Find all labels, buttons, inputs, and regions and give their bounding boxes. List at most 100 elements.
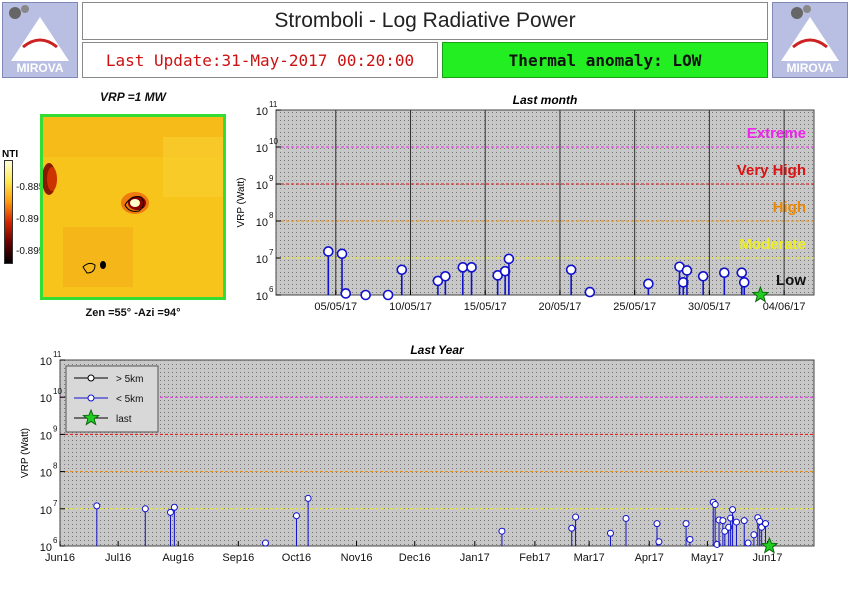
page-title: Stromboli - Log Radiative Power <box>82 2 768 40</box>
volcano-logo-icon <box>781 5 839 61</box>
x-tick-label: Jul16 <box>105 552 131 564</box>
data-point <box>643 278 654 290</box>
logo-text: MIROVA <box>786 61 834 75</box>
colorbar-tick: -0.895 <box>16 246 45 257</box>
y-tick-base: 10 <box>40 468 52 480</box>
y-tick-exponent: 7 <box>269 248 274 257</box>
x-tick-label: Jan17 <box>460 552 490 564</box>
y-tick-base: 10 <box>256 180 268 192</box>
y-tick-exponent: 6 <box>53 536 58 545</box>
data-point <box>568 524 576 532</box>
y-tick-exponent: 11 <box>269 100 278 109</box>
plot-texture <box>60 360 814 546</box>
data-point <box>674 261 685 273</box>
x-tick-label: 25/05/17 <box>613 301 656 313</box>
legend-label: > 5km <box>116 374 144 385</box>
x-tick-label: Mar17 <box>574 552 605 564</box>
level-label: Extreme <box>747 125 806 142</box>
data-point <box>440 271 451 282</box>
data-point <box>744 539 752 547</box>
plot-area <box>59 359 815 547</box>
legend-marker <box>87 394 95 402</box>
y-tick-base: 10 <box>256 254 268 266</box>
data-point <box>323 246 334 257</box>
data-point <box>756 517 764 525</box>
y-tick-exponent: 8 <box>269 211 274 220</box>
thermal-map-image <box>40 114 226 300</box>
data-point <box>686 535 694 543</box>
data-point <box>655 538 663 546</box>
data-point <box>141 505 149 513</box>
view-angle-caption: Zen =55° -Azi =94° <box>85 307 181 319</box>
level-label: Moderate <box>739 236 806 253</box>
mirova-logo-right: MIROVA <box>772 2 848 78</box>
y-tick-base: 10 <box>256 143 268 155</box>
data-point <box>754 514 762 522</box>
data-point <box>304 494 312 502</box>
data-point <box>736 267 748 279</box>
y-tick-exponent: 7 <box>53 499 58 508</box>
y-tick-base: 10 <box>40 430 52 442</box>
last-point-star <box>760 536 779 554</box>
data-point <box>166 508 174 516</box>
last-point-star <box>751 285 770 303</box>
legend-marker <box>87 374 95 382</box>
chart-title: Last Year <box>410 343 465 357</box>
x-tick-label: Apr17 <box>635 552 664 564</box>
y-tick-exponent: 8 <box>53 462 58 471</box>
chart-title: Last month <box>513 93 578 107</box>
data-point <box>677 277 689 288</box>
x-tick-label: Nov16 <box>341 552 373 564</box>
x-tick-label: May17 <box>691 552 724 564</box>
data-point <box>492 270 503 281</box>
data-point <box>93 502 101 510</box>
data-point <box>498 527 506 535</box>
legend-label: < 5km <box>116 394 144 405</box>
data-point <box>709 498 717 506</box>
data-point <box>572 513 580 521</box>
y-tick-base: 10 <box>40 356 52 368</box>
data-point <box>713 540 721 548</box>
data-point <box>396 264 408 276</box>
plot-area <box>275 109 815 296</box>
data-point <box>292 512 300 520</box>
data-point <box>170 503 178 511</box>
data-point <box>711 501 719 509</box>
legend-box <box>65 365 159 433</box>
plot-texture <box>276 110 814 295</box>
colorbar-tick: -0.885 <box>16 182 45 193</box>
y-tick-exponent: 9 <box>269 174 274 183</box>
thermal-map-title: VRP =1 MW <box>100 90 166 104</box>
colorbar-tick: -0.89 <box>16 214 39 225</box>
y-tick-base: 10 <box>40 505 52 517</box>
thermal-anomaly-badge: Thermal anomaly: LOW <box>442 42 768 78</box>
y-tick-base: 10 <box>40 393 52 405</box>
x-tick-label: Dec16 <box>399 552 431 564</box>
x-tick-label: Jun17 <box>752 552 782 564</box>
volcano-logo-icon <box>9 5 69 61</box>
y-tick-exponent: 9 <box>53 424 58 433</box>
data-point <box>653 520 661 528</box>
level-label: Very High <box>737 162 806 179</box>
x-tick-label: Sep16 <box>222 552 254 564</box>
last-month-plot: Extreme Very High High Moderate Low 05/05/17 1… <box>236 93 815 313</box>
data-point <box>565 264 577 276</box>
x-tick-label: Oct16 <box>282 552 311 564</box>
data-point <box>727 514 735 522</box>
data-point <box>682 520 690 528</box>
data-point <box>725 523 733 531</box>
x-tick-label: 04/06/17 <box>763 301 806 313</box>
data-point <box>584 286 596 298</box>
y-tick-base: 10 <box>40 542 52 554</box>
x-tick-label: 15/05/17 <box>464 301 507 313</box>
last-year-plot: Jun16 Jul16 Aug16 Sep16 Oct16 Nov16 Dec16 Jan17… <box>20 343 815 564</box>
legend-label: last <box>116 414 132 425</box>
data-point <box>715 516 723 524</box>
x-tick-label: 05/05/17 <box>314 301 357 313</box>
y-axis-label: VRP (Watt) <box>236 177 247 227</box>
data-point <box>729 506 737 514</box>
colorbar-label: NTI <box>2 149 19 160</box>
data-point <box>606 529 614 537</box>
data-point <box>622 514 630 522</box>
data-point <box>738 277 750 288</box>
